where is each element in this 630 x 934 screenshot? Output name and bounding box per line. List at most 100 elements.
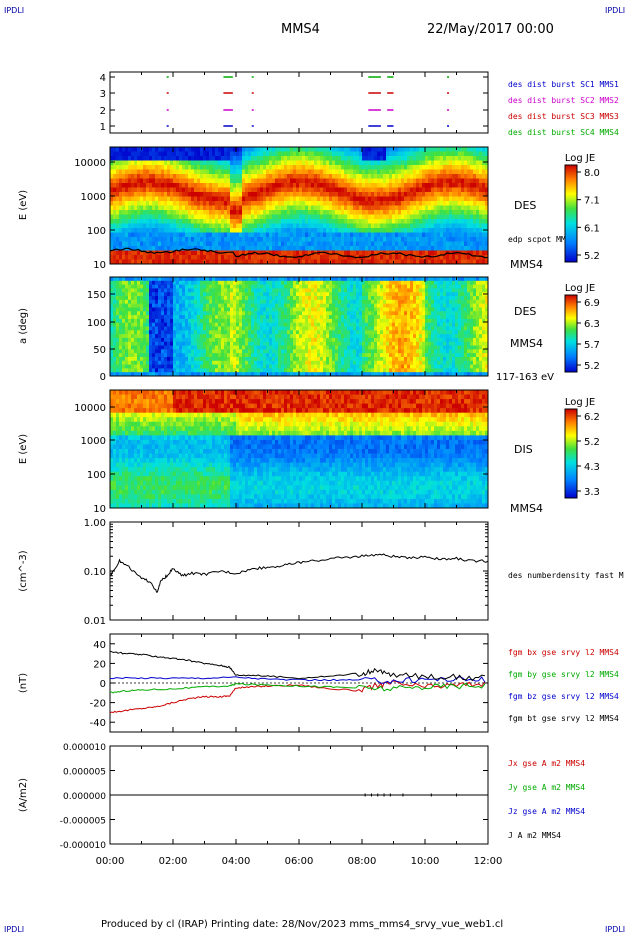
- des-energy-panel-cell: [206, 250, 210, 256]
- des-pitch-panel-cell: [203, 280, 207, 286]
- des-pitch-panel-cell: [284, 315, 288, 320]
- des-energy-panel-cell: [263, 147, 267, 152]
- des-energy-panel-cell: [134, 169, 138, 175]
- des-energy-panel-cell: [128, 223, 132, 229]
- des-pitch-panel-cell: [194, 341, 198, 347]
- des-pitch-panel-cell: [242, 368, 246, 373]
- des-energy-panel-cell: [191, 228, 195, 233]
- des-pitch-panel-cell: [167, 296, 171, 301]
- des-energy-panel-cell: [194, 228, 198, 233]
- des-energy-panel-cell: [242, 192, 246, 197]
- des-energy-panel-cell: [386, 156, 390, 161]
- des-pitch-panel-cell: [227, 292, 231, 297]
- des-pitch-panel-cell: [257, 326, 261, 331]
- des-energy-panel-cell: [374, 187, 378, 193]
- des-pitch-panel-cell: [164, 292, 168, 297]
- des-energy-panel-cell: [407, 165, 411, 170]
- des-energy-panel-cell: [227, 237, 231, 242]
- des-energy-panel-cell: [344, 151, 348, 157]
- des-pitch-panel-cell: [152, 364, 156, 369]
- des-energy-panel-cell: [239, 174, 243, 179]
- des-energy-panel-cell: [125, 214, 129, 220]
- des-energy-panel-cell: [356, 259, 360, 265]
- des-energy-panel-cell: [341, 151, 345, 157]
- des-pitch-panel-cell: [209, 303, 213, 308]
- des-pitch-panel-cell: [221, 296, 225, 301]
- des-energy-panel-cell: [368, 241, 372, 247]
- des-energy-panel-cell: [344, 228, 348, 233]
- des-energy-panel-cell: [224, 241, 228, 247]
- des-energy-panel-cell: [389, 201, 393, 206]
- des-energy-panel-cell: [359, 210, 363, 215]
- des-energy-panel-cell: [239, 187, 243, 193]
- des-energy-panel-cell: [239, 241, 243, 247]
- des-pitch-panel-cell: [155, 349, 159, 354]
- des-energy-panel-cell: [257, 237, 261, 242]
- des-energy-panel-cell: [368, 165, 372, 170]
- des-energy-panel-cell: [338, 196, 342, 202]
- des-energy-panel-cell: [158, 219, 162, 224]
- des-energy-panel-cell: [326, 255, 330, 260]
- des-energy-panel-cell: [287, 174, 291, 179]
- des-energy-panel-cell: [449, 151, 453, 157]
- des-energy-panel-cell: [191, 205, 195, 211]
- des-pitch-panel-cell: [170, 372, 174, 377]
- des-pitch-panel-cell: [278, 280, 282, 286]
- des-energy-panel-cell: [287, 160, 291, 166]
- des-energy-panel-cell: [449, 205, 453, 211]
- des-energy-panel-colorbar-label: 5.2: [584, 251, 600, 262]
- des-pitch-panel-cell: [146, 288, 150, 293]
- des-pitch-panel-cell: [287, 337, 291, 343]
- des-pitch-panel-cell: [260, 277, 264, 282]
- des-energy-panel-cell: [143, 228, 147, 233]
- des-pitch-panel-cell: [113, 341, 117, 347]
- des-energy-panel-cell: [245, 174, 249, 179]
- des-energy-panel-cell: [230, 160, 234, 166]
- des-energy-panel-cell: [158, 187, 162, 193]
- des-energy-panel-cell: [269, 156, 273, 161]
- des-pitch-panel-cell: [197, 303, 201, 308]
- des-energy-panel-cell: [323, 201, 327, 206]
- des-energy-panel-cell: [419, 250, 423, 256]
- des-energy-panel-cell: [461, 228, 465, 233]
- des-energy-panel-cell: [323, 255, 327, 260]
- des-energy-panel-cell: [263, 174, 267, 179]
- des-energy-panel-cell: [272, 228, 276, 233]
- des-pitch-panel-cell: [131, 360, 135, 366]
- des-energy-panel-cell: [272, 196, 276, 202]
- des-pitch-panel-cell: [209, 364, 213, 369]
- des-energy-panel-cell: [212, 178, 216, 184]
- des-pitch-panel-cell: [236, 345, 240, 350]
- des-energy-panel-cell: [257, 241, 261, 247]
- des-energy-panel-cell: [209, 210, 213, 215]
- des-energy-panel-cell: [164, 201, 168, 206]
- des-pitch-panel-cell: [140, 322, 144, 327]
- des-energy-panel-cell: [470, 228, 474, 233]
- des-energy-panel-cell: [368, 183, 372, 188]
- des-pitch-panel-cell: [119, 318, 123, 324]
- des-energy-panel-cell: [149, 160, 153, 166]
- des-energy-panel-cell: [479, 250, 483, 256]
- des-energy-panel-cell: [326, 147, 330, 152]
- des-energy-panel-cell: [323, 205, 327, 211]
- des-energy-panel-cell: [293, 228, 297, 233]
- des-energy-panel-cell: [482, 223, 486, 229]
- des-energy-panel-cell: [368, 174, 372, 179]
- des-pitch-panel-cell: [167, 349, 171, 354]
- des-energy-panel-cell: [125, 169, 129, 175]
- des-energy-panel-cell: [470, 214, 474, 220]
- des-energy-panel-cell: [182, 201, 186, 206]
- des-energy-panel-cell: [305, 237, 309, 242]
- des-energy-panel-cell: [479, 241, 483, 247]
- des-energy-panel-cell: [350, 241, 354, 247]
- des-energy-panel-cell: [431, 160, 435, 166]
- des-energy-panel-cell: [326, 210, 330, 215]
- des-energy-panel-cell: [194, 187, 198, 193]
- des-pitch-panel-cell: [215, 372, 219, 377]
- des-energy-panel-cell: [239, 169, 243, 175]
- des-energy-panel-cell: [188, 214, 192, 220]
- des-pitch-panel-cell: [194, 284, 198, 289]
- des-energy-panel-cell: [161, 147, 165, 152]
- des-energy-panel-cell: [224, 214, 228, 220]
- des-pitch-panel-cell: [257, 364, 261, 369]
